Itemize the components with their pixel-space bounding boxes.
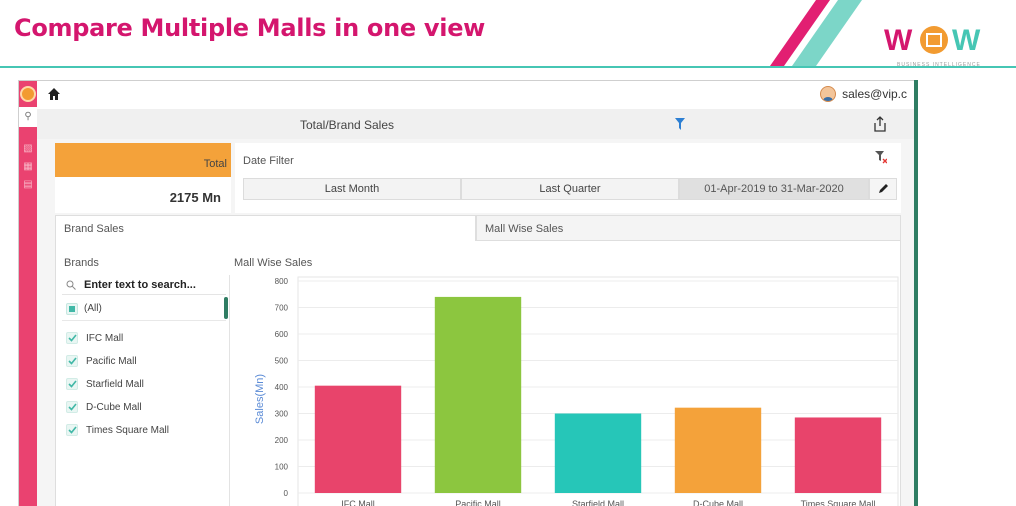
brand-label: D-Cube Mall (86, 401, 142, 413)
brand-search (62, 275, 226, 295)
edit-date-button[interactable] (869, 178, 897, 200)
date-range-button[interactable]: 01-Apr-2019 to 31-Mar-2020 (679, 178, 869, 200)
bar-d-cube-mall[interactable] (674, 407, 762, 493)
select-all-label: (All) (84, 303, 102, 314)
report-icon[interactable]: ▤ (23, 179, 33, 190)
bars (314, 296, 882, 494)
app-logo-icon[interactable] (20, 86, 36, 102)
y-tick-label: 100 (275, 463, 289, 472)
checkbox[interactable] (66, 332, 78, 344)
last-month-button[interactable]: Last Month (243, 178, 461, 200)
y-axis-label: Sales(Mn) (254, 374, 266, 424)
user-email: sales@vip.c (842, 87, 907, 101)
y-tick-label: 700 (275, 304, 289, 313)
select-all-checkbox[interactable] (66, 302, 78, 315)
brand-label: Starfield Mall (86, 378, 144, 390)
user-menu[interactable]: sales@vip.c (820, 86, 907, 102)
y-tick-label: 200 (275, 436, 289, 445)
brand-item[interactable]: IFC Mall (66, 329, 123, 347)
mall-sales-chart: 0 100 200 300 400 500 600 700 800 IFC Mall Pacifi… (240, 269, 902, 506)
export-icon[interactable] (873, 116, 887, 132)
chart-title: Mall Wise Sales (234, 257, 313, 269)
tab-bar: Brand Sales Mall Wise Sales (55, 215, 901, 241)
checkmark-icon (67, 334, 77, 342)
grid-icon[interactable]: ▦ (23, 161, 33, 172)
kpi-header: Total (55, 143, 231, 177)
page-title: Total/Brand Sales (299, 118, 395, 132)
x-tick-labels: IFC Mall Pacific Mall Starfield Mall D-Cube… (341, 499, 875, 506)
dashboard-window: ⚲ ▧ ▦ ▤ sales@vip.c Total/Brand Sales (18, 80, 918, 506)
brand-label: IFC Mall (86, 332, 124, 344)
bar-times-square-mall[interactable] (794, 417, 882, 493)
y-tick-label: 800 (275, 277, 289, 286)
last-quarter-button[interactable]: Last Quarter (461, 178, 679, 200)
avatar (820, 86, 837, 102)
kpi-value: 2175 Mn (169, 190, 221, 205)
y-tick-labels: 0 100 200 300 400 500 600 700 800 (275, 277, 289, 498)
checkbox[interactable] (66, 355, 78, 367)
kpi-label: Total (203, 158, 227, 170)
checkmark-icon (67, 426, 77, 434)
x-tick-label: Pacific Mall (455, 499, 501, 506)
logo-tagline: BUSINESS INTELLIGENCE (897, 62, 981, 68)
y-tick-label: 400 (275, 383, 289, 392)
slide-divider (0, 66, 1016, 68)
brand-item[interactable]: Times Square Mall (66, 421, 169, 439)
bar-chart: 0 100 200 300 400 500 600 700 800 IFC Mall Pacifi… (254, 276, 899, 506)
slide-title: Compare Multiple Malls in one view (14, 14, 486, 42)
brand-filter-list: (All) IFC Mall Pacific Mall (62, 275, 230, 506)
plot-area (297, 276, 899, 506)
svg-text:W: W (952, 24, 981, 57)
y-tick-label: 300 (275, 410, 289, 419)
checkbox[interactable] (66, 424, 78, 436)
bar-ifc-mall[interactable] (314, 385, 402, 493)
y-tick-label: 0 (284, 489, 289, 498)
filter-icon[interactable] (675, 118, 685, 130)
checkbox[interactable] (66, 401, 78, 413)
checkbox[interactable] (66, 378, 78, 390)
svg-text:W: W (884, 24, 913, 57)
search-input[interactable] (84, 278, 204, 291)
x-tick-label: D-Cube Mall (693, 499, 743, 506)
date-filter-title: Date Filter (243, 155, 294, 167)
checkmark-icon (67, 380, 77, 388)
page-header: Total/Brand Sales (37, 109, 917, 139)
logo-letters: W W (884, 24, 981, 57)
brand-item[interactable]: Starfield Mall (66, 375, 144, 393)
brand-item[interactable]: Pacific Mall (66, 352, 137, 370)
select-all-row[interactable]: (All) (62, 297, 226, 321)
top-bar: sales@vip.c (37, 81, 917, 109)
window-scrollbar[interactable] (914, 80, 918, 506)
bar-pacific-mall[interactable] (434, 296, 522, 493)
bar-starfield-mall[interactable] (554, 413, 642, 494)
wow-logo: W W BUSINESS INTELLIGENCE (764, 0, 1016, 72)
tab-content: Brands (All) (55, 241, 901, 506)
y-tick-label: 600 (275, 330, 289, 339)
search-icon (66, 280, 76, 290)
home-icon[interactable] (47, 87, 61, 101)
list-scrollbar[interactable] (224, 297, 228, 319)
brand-label: Times Square Mall (86, 424, 169, 436)
brand-item[interactable]: D-Cube Mall (66, 398, 142, 416)
brand-label: Pacific Mall (86, 355, 137, 367)
tab-brand-sales[interactable]: Brand Sales (55, 215, 476, 241)
x-tick-label: Starfield Mall (572, 499, 624, 506)
chart-icon[interactable]: ▧ (23, 143, 33, 154)
clear-filter-icon[interactable] (875, 151, 887, 165)
x-tick-label: Times Square Mall (801, 499, 876, 506)
y-tick-label: 500 (275, 357, 289, 366)
sidebar-search-icon[interactable]: ⚲ (19, 107, 37, 127)
pencil-icon (879, 184, 888, 193)
checkmark-icon (67, 403, 77, 411)
x-tick-label: IFC Mall (341, 499, 375, 506)
tab-mall-wise-sales[interactable]: Mall Wise Sales (476, 215, 901, 241)
total-kpi-card: Total 2175 Mn (55, 143, 231, 213)
date-filter-panel: Date Filter Last Month Last Quarter 01-A… (235, 143, 901, 213)
brands-title: Brands (64, 257, 99, 269)
checkmark-icon (67, 357, 77, 365)
sidebar: ⚲ ▧ ▦ ▤ (19, 81, 37, 506)
